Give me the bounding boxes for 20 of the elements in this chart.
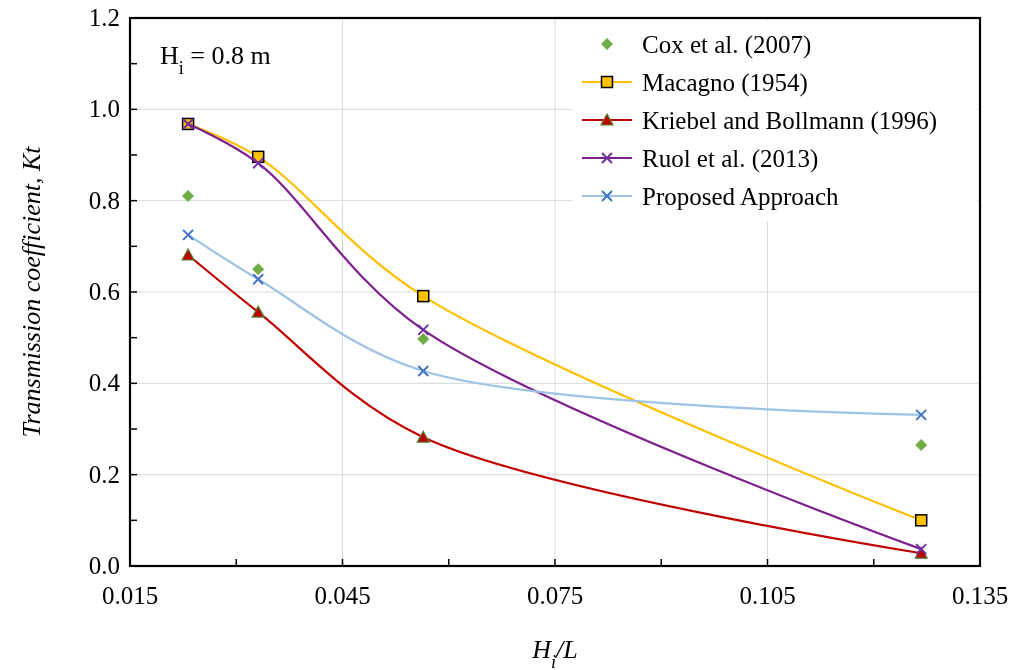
y-tick-label: 0.4 [88,369,121,397]
y-tick-label: 1.2 [88,4,120,31]
legend-label: Macagno (1954) [642,69,808,97]
annotation: H$_{i}$ = 0.8 m [160,41,271,78]
x-tick-label: 0.015 [101,582,159,609]
legend-label: Cox et al. (2007) [642,31,812,59]
legend-label: Ruol et al. (2013) [642,145,819,173]
x-tick-label: 0.105 [739,582,796,609]
text: 0.0 [88,552,120,579]
y-tick-label: 1.0 [88,95,120,123]
y-tick-label: 0.2 [88,460,120,488]
x-axis-title: H$_{i}$/L [531,635,578,670]
legend-label: Kriebel and Bollmann (1996) [642,107,938,135]
x-tick-label: 0.075 [526,582,584,609]
y-axis-title: Transmission coefficient, Kt [17,145,46,438]
y-tick-label: 0.8 [88,186,120,214]
x-tick-label: 0.045 [314,582,371,609]
x-tick-label: 0.135 [951,582,1009,609]
y-tick-label: 0.6 [88,278,120,305]
legend-label: Proposed Approach [642,183,839,210]
